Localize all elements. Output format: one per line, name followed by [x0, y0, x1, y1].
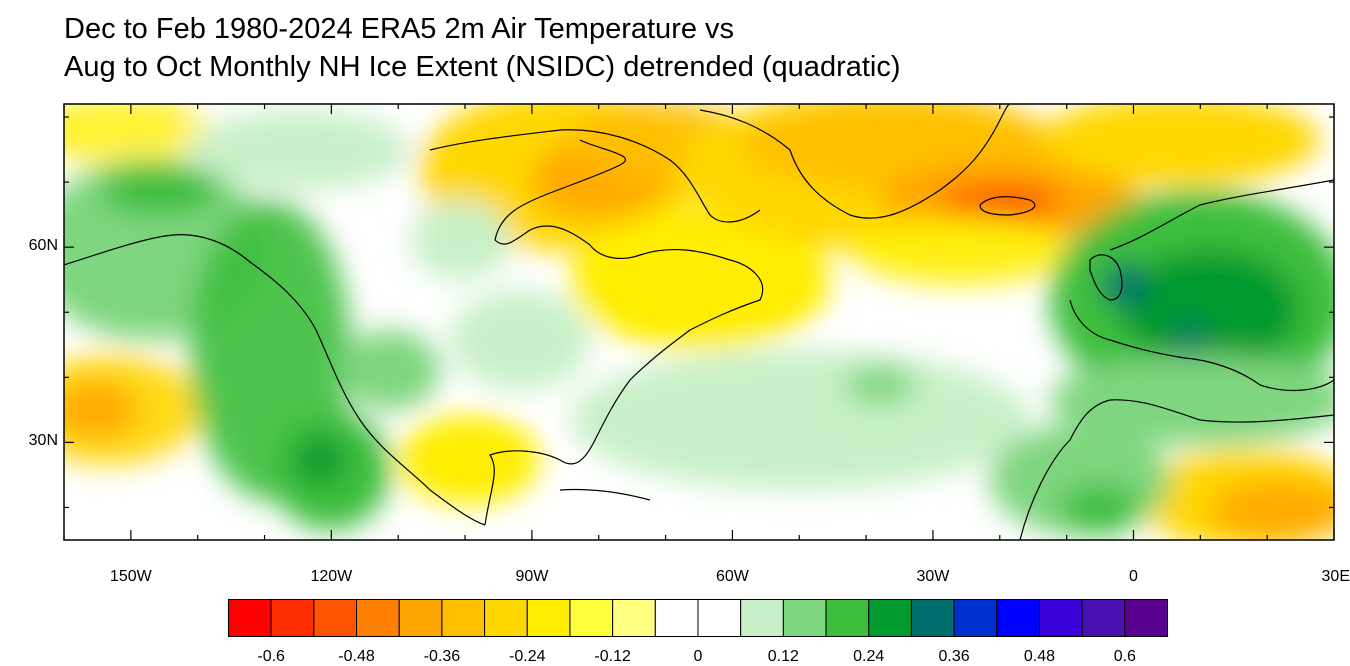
- bering-green: [190, 110, 410, 190]
- great-lakes-cool: [450, 290, 590, 390]
- colorbar-box: [868, 599, 912, 637]
- colorbar-box: [313, 599, 358, 637]
- lon-label-60W: 60W: [715, 568, 749, 585]
- colorbar-box: [526, 599, 571, 637]
- alps-core: [1176, 320, 1204, 360]
- colorbar-label: -0.12: [594, 648, 631, 665]
- uk-core: [1103, 263, 1147, 307]
- norwegian-sea-warm: [1040, 104, 1320, 185]
- colorbar-box: [1038, 599, 1083, 637]
- colorbar-box: [782, 599, 827, 637]
- mexico-core: [295, 435, 345, 485]
- gulf-mexico-warm: [400, 415, 540, 505]
- colorbar-box: [910, 599, 955, 637]
- colorbar-box: [1124, 599, 1168, 637]
- colorbar-box: [996, 599, 1040, 637]
- labrador-warm: [570, 210, 830, 350]
- nw-africa-core: [1210, 480, 1334, 540]
- colorbar-label: 0.12: [767, 648, 799, 665]
- colorbar-label: -0.36: [423, 648, 461, 665]
- colorbar-label: 0.6: [1113, 648, 1136, 665]
- title-line-1: Dec to Feb 1980-2024 ERA5 2m Air Tempera…: [64, 13, 735, 45]
- colorbar-box: [228, 599, 272, 637]
- north-pacific-warm: [64, 104, 210, 165]
- lat-label-30N: 30N: [28, 432, 58, 450]
- map-ticks: [63, 104, 1335, 540]
- colorbar-box: [356, 599, 400, 637]
- colorbar-box: [484, 599, 528, 637]
- colorbar-box: [825, 599, 870, 637]
- colorbar-label: -0.24: [509, 648, 546, 665]
- colorbar-box: [612, 599, 656, 637]
- colorbar-box: [1081, 599, 1126, 637]
- colorbar-box: [953, 599, 998, 637]
- title-line-2: Aug to Oct Monthly NH Ice Extent (NSIDC)…: [64, 51, 901, 83]
- colorbar-label: 0.24: [853, 648, 885, 665]
- sahara-patch: [1060, 485, 1140, 535]
- europe-core: [1120, 250, 1300, 370]
- colorbar-label: -0.48: [338, 648, 375, 665]
- lon-label-30W: 30W: [916, 568, 950, 585]
- colorbar-box: [441, 599, 486, 637]
- irminger-warm: [850, 215, 1070, 285]
- colorbar: [228, 599, 1168, 637]
- colorbar-box: [654, 599, 699, 637]
- iceland-core: [940, 185, 1060, 221]
- colorbar-label: 0: [693, 648, 703, 665]
- lon-label-30E: 30E: [1321, 568, 1350, 585]
- map-border: [63, 103, 1335, 541]
- atlantic-patch: [845, 365, 915, 405]
- lat-label-60N: 60N: [28, 237, 58, 255]
- lon-label-90W: 90W: [515, 568, 549, 585]
- colorbar-label: 0.48: [1023, 648, 1056, 665]
- alaska-core: [100, 165, 220, 215]
- colorbar-box: [398, 599, 443, 637]
- colorbar-label: -0.6: [257, 648, 285, 665]
- coastlines: [64, 104, 1334, 540]
- lon-label-120W: 120W: [310, 568, 353, 585]
- lon-label-0: 0: [1129, 568, 1138, 585]
- colorbar-box: [697, 599, 742, 637]
- rockies-cool: [340, 330, 440, 410]
- colorbar-label: 0.36: [938, 648, 970, 665]
- colorbar-box: [740, 599, 784, 637]
- mediterranean-cool: [1050, 355, 1334, 445]
- colorbar-box: [569, 599, 614, 637]
- pacific-warm-core: [64, 380, 140, 440]
- figure-title: Dec to Feb 1980-2024 ERA5 2m Air Tempera…: [64, 10, 901, 86]
- lon-label-150W: 150W: [109, 568, 152, 585]
- colorbar-box: [270, 599, 315, 637]
- hudson-cool: [410, 200, 510, 280]
- temperature-anomaly-field: [64, 104, 1334, 540]
